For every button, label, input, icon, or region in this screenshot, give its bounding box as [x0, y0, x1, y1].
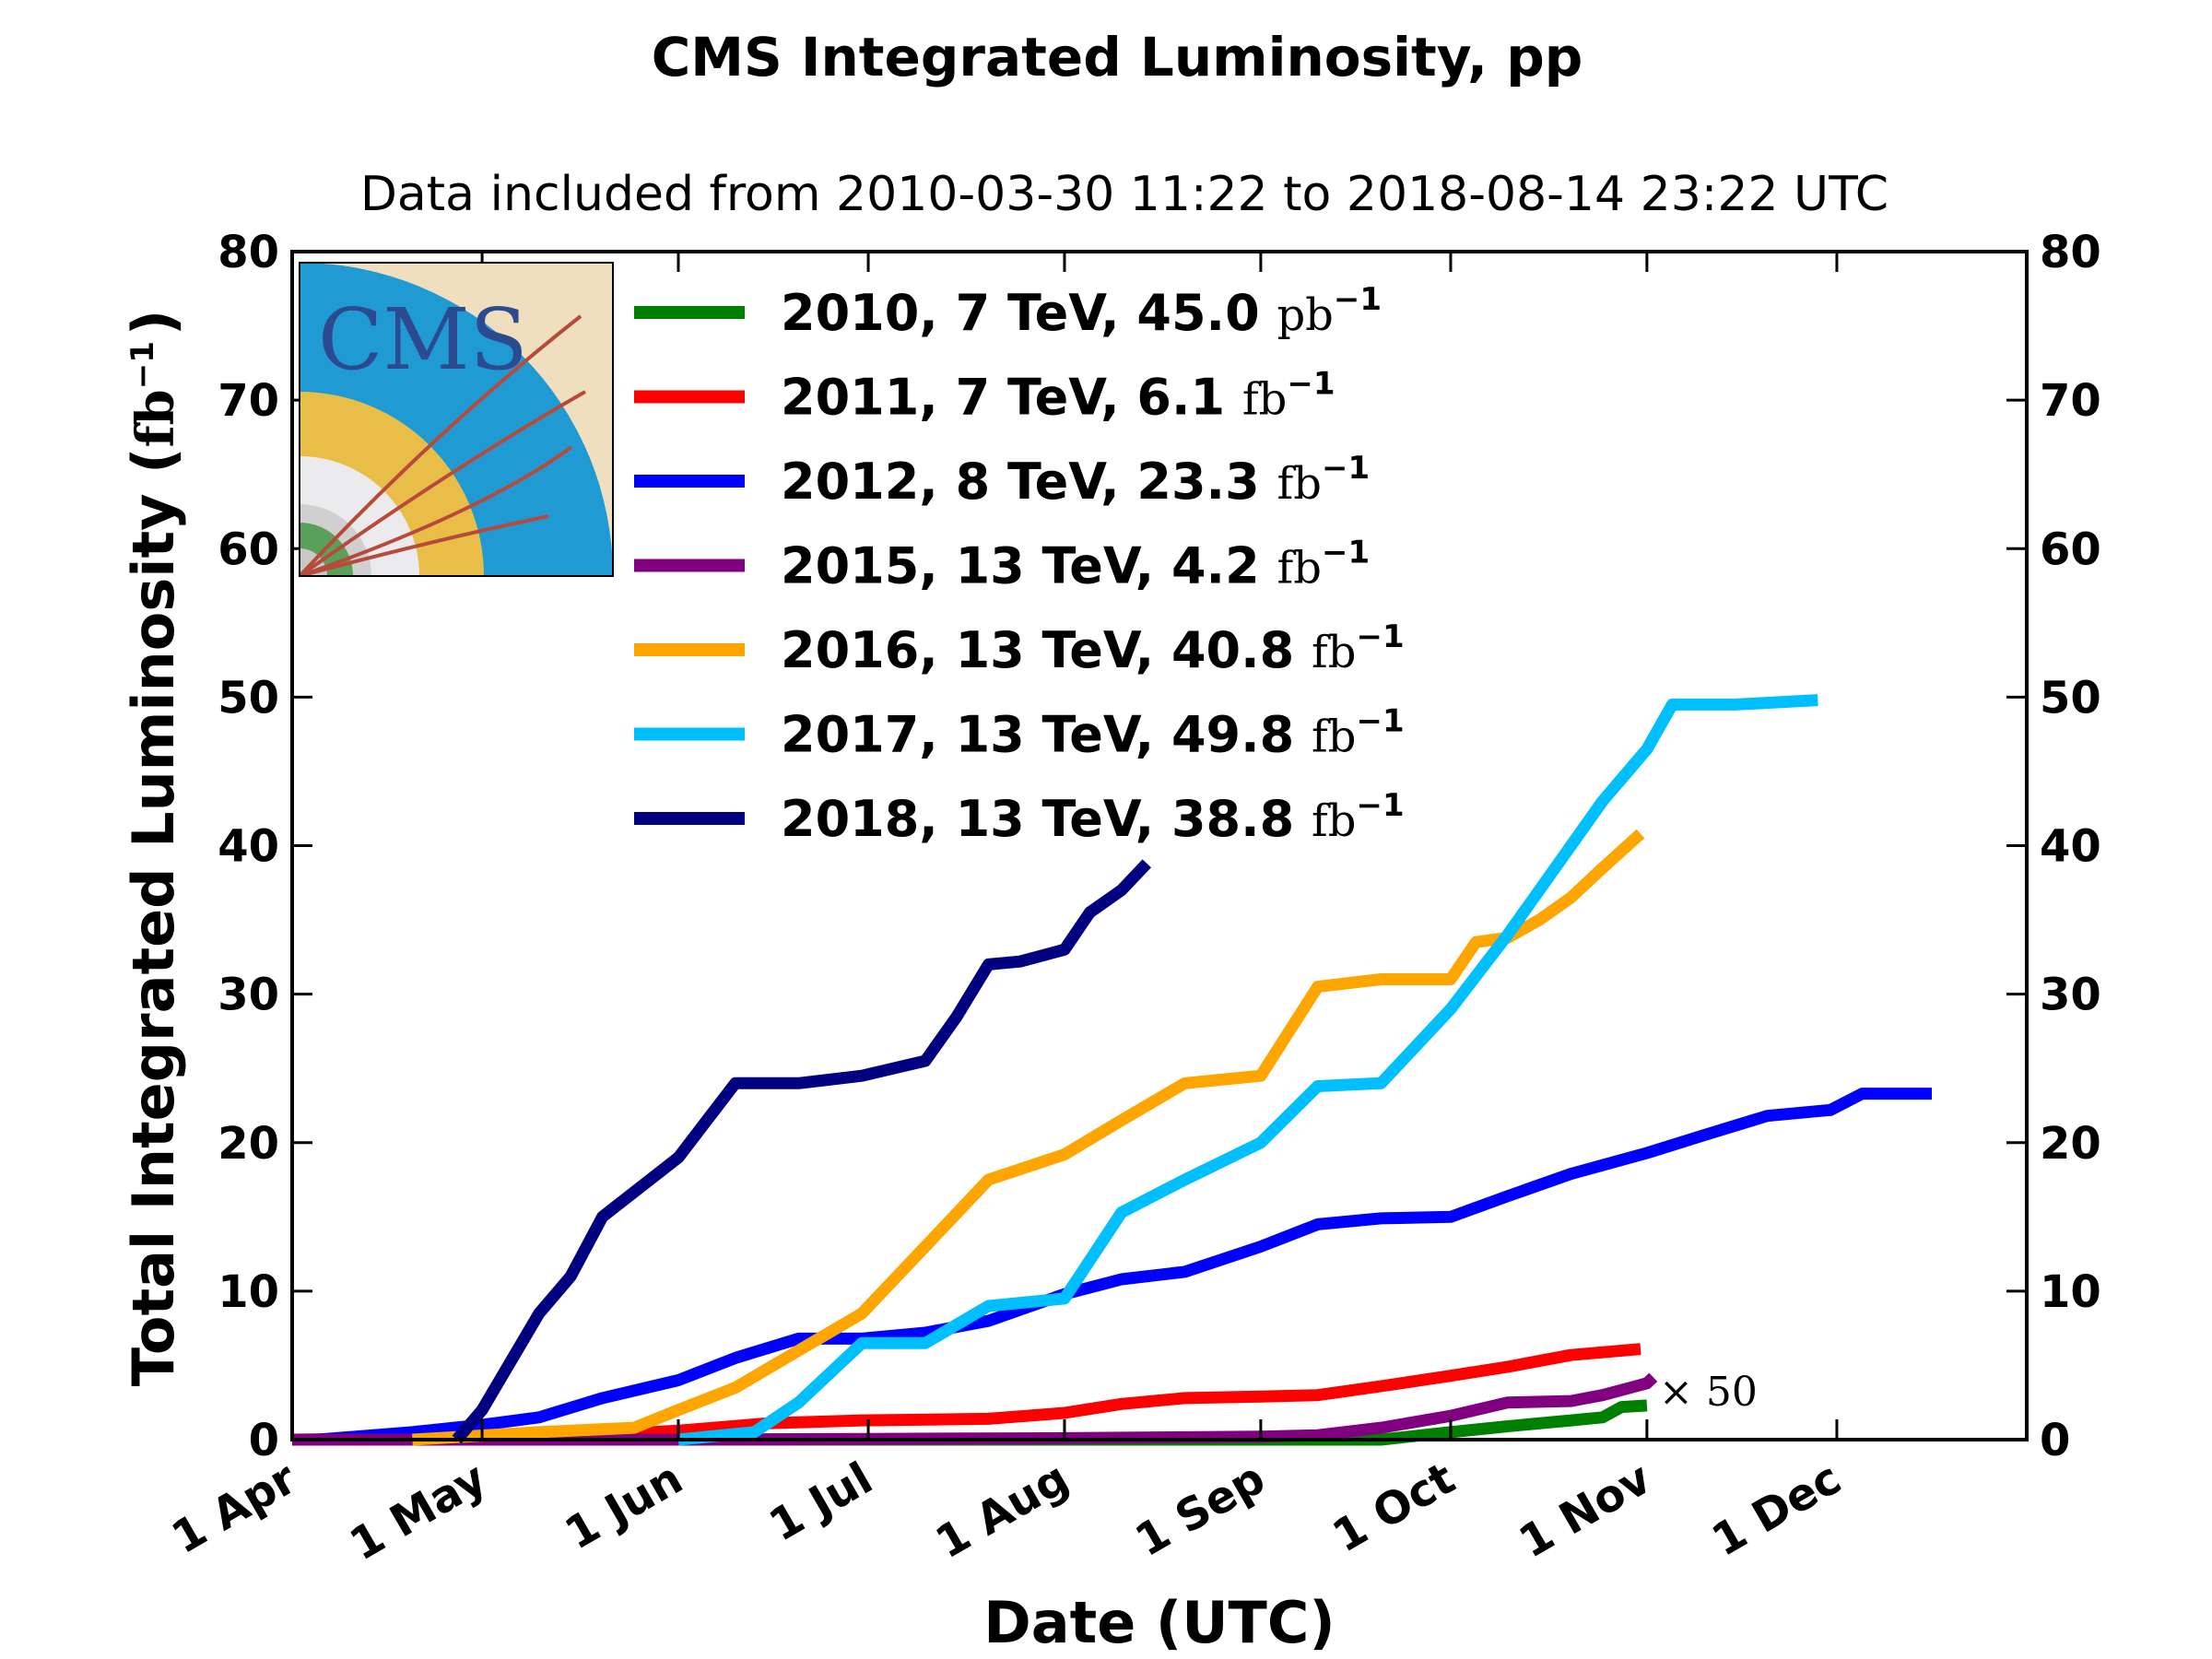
legend-unit-sup: −1	[1322, 535, 1370, 571]
legend-unit: fb	[1277, 543, 1322, 594]
y-axis-label-sup: −1	[124, 341, 161, 389]
x-tick-label: 1 Oct	[1324, 1453, 1464, 1563]
legend-unit-sup: −1	[1287, 366, 1335, 403]
series-line-2017	[677, 694, 1818, 1446]
series-line-2012	[316, 1088, 1932, 1446]
y-tick-label-left: 50	[218, 672, 279, 724]
y-tick-label-left: 20	[218, 1118, 279, 1170]
y-tick-label-left: 40	[218, 821, 279, 873]
chart-title: CMS Integrated Luminosity, pp	[652, 26, 1583, 88]
x-tick-label: 1 Dec	[1703, 1453, 1850, 1567]
y-axis-label-text: Total Integrated Luminosity (	[120, 448, 187, 1387]
legend-label: 2011, 7 TeV, 6.1	[781, 369, 1242, 427]
legend-unit-sup: −1	[1357, 618, 1405, 655]
y-tick-label-right: 60	[2040, 524, 2101, 575]
legend-entry-2011: 2011, 7 TeV, 6.1 fb−1	[781, 366, 1335, 427]
legend-entry-2012: 2012, 8 TeV, 23.3 fb−1	[781, 450, 1370, 511]
legend-unit: fb	[1242, 374, 1288, 426]
y-tick-label-right: 70	[2040, 375, 2101, 427]
y-tick-label-right: 20	[2040, 1118, 2101, 1170]
y-tick-label-right: 30	[2040, 970, 2101, 1021]
y-tick-label-left: 70	[218, 375, 279, 427]
legend-entry-2018: 2018, 13 TeV, 38.8 fb−1	[781, 787, 1405, 848]
y-tick-label-right: 50	[2040, 672, 2101, 724]
x-tick-label: 1 Jun	[557, 1453, 691, 1560]
legend-label: 2017, 13 TeV, 49.8	[781, 706, 1312, 764]
legend-label: 2010, 7 TeV, 45.0	[781, 284, 1277, 342]
y-tick-label-right: 10	[2040, 1266, 2101, 1318]
y-axis: 0 0 10 10 20 20 30 30 40 40 50 50 60 60 70 70 80 80	[218, 227, 2101, 1466]
legend-label: 2012, 8 TeV, 23.3	[781, 453, 1277, 511]
legend-unit-sup: −1	[1357, 787, 1405, 824]
legend-unit: fb	[1277, 458, 1322, 510]
y-tick-label-right: 40	[2040, 821, 2101, 873]
legend-unit: fb	[1312, 795, 1357, 847]
series-line-2016	[412, 829, 1645, 1446]
legend-entry-2010: 2010, 7 TeV, 45.0 pb−1	[781, 281, 1382, 342]
legend-unit: pb	[1277, 289, 1333, 341]
legend-entry-2016: 2016, 13 TeV, 40.8 fb−1	[781, 618, 1405, 679]
x-tick-label: 1 Apr	[163, 1453, 305, 1564]
legend-unit-sup: −1	[1334, 281, 1382, 318]
legend-label: 2018, 13 TeV, 38.8	[781, 790, 1312, 848]
x-tick-label: 1 May	[341, 1453, 495, 1571]
chart-subtitle: Data included from 2010-03-30 11:22 to 2…	[360, 167, 1888, 222]
scale-annotation: × 50	[1659, 1369, 1758, 1416]
legend-label: 2015, 13 TeV, 4.2	[781, 537, 1277, 595]
svg-text:Total Integrated Luminosity (f: Total Integrated Luminosity (fb−1)	[120, 310, 187, 1386]
y-axis-label-unit: fb	[125, 389, 186, 447]
cms-logo: CMS	[299, 262, 614, 577]
legend-entry-2015: 2015, 13 TeV, 4.2 fb−1	[781, 535, 1370, 595]
y-axis-label: Total Integrated Luminosity (fb−1)	[120, 310, 187, 1386]
series-line-2011	[291, 1343, 1641, 1446]
y-tick-label-left: 0	[249, 1415, 279, 1466]
x-tick-label: 1 Nov	[1511, 1453, 1660, 1569]
legend-label: 2016, 13 TeV, 40.8	[781, 621, 1312, 679]
legend-entry-2017: 2017, 13 TeV, 49.8 fb−1	[781, 703, 1405, 764]
y-tick-label-left: 80	[218, 227, 279, 278]
x-tick-label: 1 Aug	[927, 1453, 1077, 1569]
x-tick-label: 1 Jul	[760, 1453, 881, 1552]
y-tick-label-left: 60	[218, 524, 279, 575]
x-axis-label: Date (UTC)	[983, 1589, 1335, 1656]
legend-unit: fb	[1312, 712, 1357, 763]
legend-unit: fb	[1312, 627, 1357, 678]
logo-text: CMS	[318, 290, 528, 389]
y-tick-label-right: 0	[2040, 1415, 2070, 1466]
legend-unit-sup: −1	[1357, 703, 1405, 740]
y-tick-label-left: 30	[218, 970, 279, 1021]
x-tick-label: 1 Sep	[1127, 1453, 1274, 1567]
legend-unit-sup: −1	[1322, 450, 1370, 487]
y-tick-label-right: 80	[2040, 227, 2101, 278]
y-axis-label-close: )	[120, 310, 187, 335]
y-tick-label-left: 10	[218, 1266, 279, 1318]
series-line-2018	[452, 859, 1152, 1444]
